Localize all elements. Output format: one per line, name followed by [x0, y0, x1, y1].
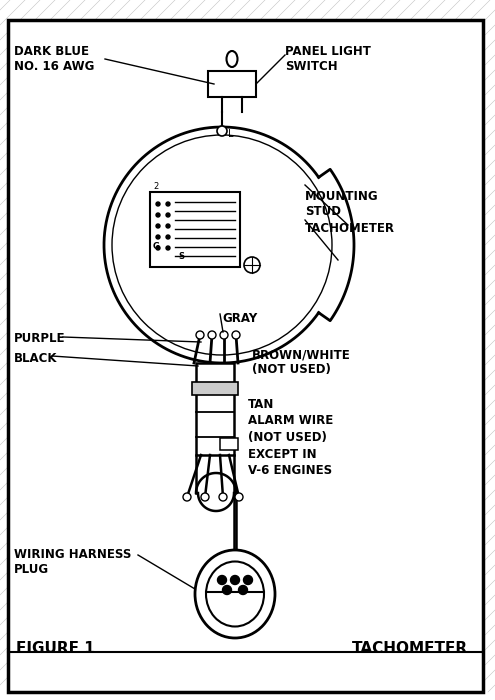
Circle shape	[156, 235, 160, 239]
Text: BROWN/WHITE
(NOT USED): BROWN/WHITE (NOT USED)	[252, 348, 351, 376]
Text: DARK BLUE
NO. 16 AWG: DARK BLUE NO. 16 AWG	[14, 45, 95, 73]
Circle shape	[166, 202, 170, 206]
Text: PURPLE: PURPLE	[14, 332, 65, 345]
Circle shape	[156, 213, 160, 217]
Text: TAN
ALARM WIRE
(NOT USED)
EXCEPT IN
V-6 ENGINES: TAN ALARM WIRE (NOT USED) EXCEPT IN V-6 …	[248, 398, 333, 477]
Text: FIGURE 1: FIGURE 1	[16, 641, 95, 656]
Circle shape	[156, 202, 160, 206]
Circle shape	[222, 585, 232, 594]
Ellipse shape	[227, 51, 238, 67]
Circle shape	[166, 213, 170, 217]
Ellipse shape	[206, 561, 264, 626]
Circle shape	[166, 246, 170, 250]
Bar	[208, 71, 256, 97]
Text: GRAY: GRAY	[222, 312, 257, 325]
Circle shape	[219, 493, 227, 501]
Circle shape	[239, 585, 248, 594]
Text: BLACK: BLACK	[14, 352, 57, 365]
Circle shape	[183, 493, 191, 501]
Text: G: G	[153, 242, 160, 251]
Circle shape	[112, 135, 332, 355]
Ellipse shape	[195, 550, 275, 638]
Text: L: L	[228, 129, 234, 139]
Text: MOUNTING
STUD: MOUNTING STUD	[305, 190, 379, 218]
Circle shape	[166, 224, 170, 228]
Text: PANEL LIGHT
SWITCH: PANEL LIGHT SWITCH	[285, 45, 371, 73]
Circle shape	[201, 493, 209, 501]
Bar	[196, 363, 234, 455]
Bar	[192, 382, 238, 395]
Text: S: S	[178, 252, 184, 261]
Bar	[220, 438, 238, 450]
Circle shape	[156, 246, 160, 250]
Circle shape	[235, 493, 243, 501]
Circle shape	[244, 575, 252, 584]
Circle shape	[196, 331, 204, 339]
Circle shape	[217, 575, 227, 584]
Text: TACHOMETER: TACHOMETER	[305, 222, 395, 235]
Circle shape	[244, 257, 260, 273]
Text: 2: 2	[153, 182, 158, 191]
Text: WIRING HARNESS
PLUG: WIRING HARNESS PLUG	[14, 548, 131, 576]
Text: TACHOMETER: TACHOMETER	[352, 641, 468, 656]
Circle shape	[231, 575, 240, 584]
Circle shape	[220, 331, 228, 339]
Circle shape	[232, 331, 240, 339]
Circle shape	[217, 126, 227, 136]
Bar	[150, 192, 240, 267]
Circle shape	[166, 235, 170, 239]
Circle shape	[208, 331, 216, 339]
Circle shape	[156, 224, 160, 228]
